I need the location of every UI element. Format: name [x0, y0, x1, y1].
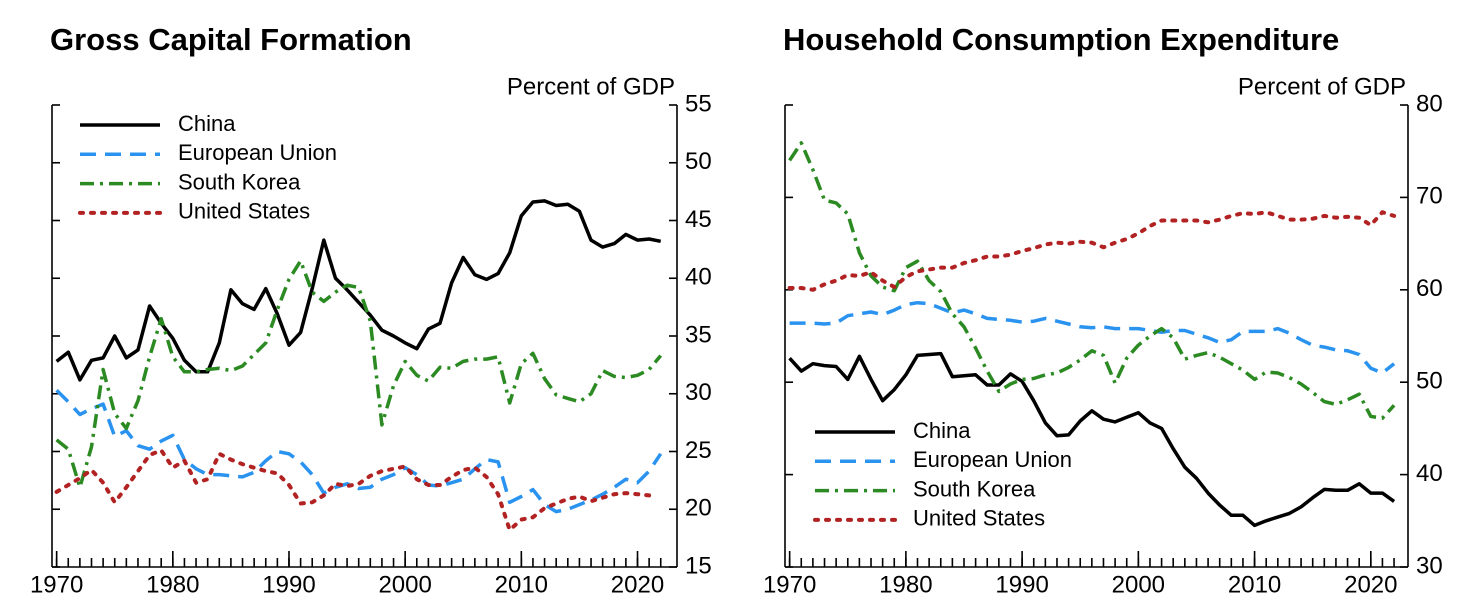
- y-tick-label: 20: [685, 495, 712, 522]
- y-tick-label: 55: [685, 90, 712, 117]
- y-tick-label: 35: [685, 321, 712, 348]
- series-line: [54, 448, 652, 532]
- legend-label: China: [178, 111, 236, 136]
- x-tick-label: 1980: [879, 571, 932, 598]
- legend-label: European Union: [913, 447, 1072, 472]
- legend-label: China: [913, 418, 971, 443]
- series-line: [55, 199, 662, 382]
- y-tick-label: 15: [685, 552, 712, 579]
- x-tick-label: 1990: [995, 571, 1048, 598]
- x-tick-label: 2000: [378, 571, 431, 598]
- y-tick-label: 50: [685, 148, 712, 175]
- y-tick-label: 30: [685, 379, 712, 406]
- x-tick-label: 1990: [262, 571, 315, 598]
- y-tick-label: 50: [1416, 368, 1443, 395]
- x-tick-label: 1970: [763, 571, 816, 598]
- chart-title: Household Consumption Expenditure: [783, 22, 1339, 57]
- y-tick-label: 25: [685, 437, 712, 464]
- x-tick-label: 2010: [1228, 571, 1281, 598]
- y-tick-label: 80: [1416, 90, 1443, 117]
- y-tick-label: 70: [1416, 183, 1443, 210]
- series-line: [55, 389, 663, 514]
- x-tick-label: 1980: [146, 571, 199, 598]
- legend-label: South Korea: [178, 169, 301, 194]
- y-tick-label: 60: [1416, 275, 1443, 302]
- x-tick-label: 1970: [30, 571, 83, 598]
- series-line: [788, 141, 1396, 420]
- series-line: [787, 210, 1397, 292]
- legend-label: European Union: [178, 140, 337, 165]
- y-tick-label: 45: [685, 206, 712, 233]
- legend-label: United States: [178, 199, 310, 224]
- x-tick-label: 2020: [1344, 571, 1397, 598]
- y-tick-label: 40: [685, 264, 712, 291]
- x-tick-label: 2010: [495, 571, 548, 598]
- series-line: [788, 351, 1396, 528]
- x-tick-label: 2020: [611, 571, 664, 598]
- legend-label: United States: [913, 506, 1045, 531]
- x-tick-label: 2000: [1112, 571, 1165, 598]
- y-axis-label: Percent of GDP: [1238, 73, 1406, 100]
- series-line: [789, 300, 1396, 375]
- y-axis-label: Percent of GDP: [507, 73, 675, 100]
- legend-label: South Korea: [913, 476, 1036, 501]
- y-tick-label: 30: [1416, 552, 1443, 579]
- chart-title: Gross Capital Formation: [50, 22, 412, 57]
- y-tick-label: 40: [1416, 460, 1443, 487]
- series-line: [55, 259, 663, 490]
